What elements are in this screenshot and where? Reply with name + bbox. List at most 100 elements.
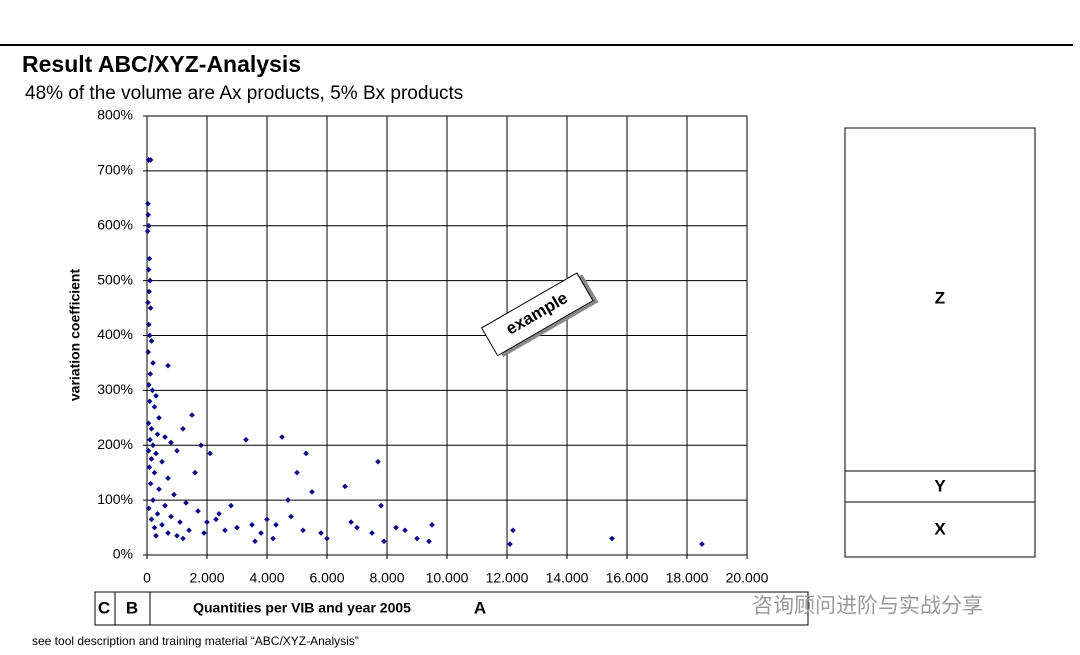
- point: [174, 532, 180, 539]
- point: [381, 538, 387, 545]
- point: [146, 288, 152, 295]
- point: [145, 420, 152, 427]
- point: [159, 521, 165, 528]
- point: [147, 277, 153, 284]
- point: [402, 527, 408, 534]
- x-tick-label: 16.000: [606, 570, 649, 586]
- point: [159, 458, 165, 465]
- point: [148, 456, 155, 462]
- point: [216, 511, 222, 517]
- point: [189, 412, 195, 418]
- x-tick-label: 2.000: [189, 570, 224, 586]
- x-tick-label: 4.000: [249, 570, 284, 586]
- point: [145, 266, 152, 273]
- point: [342, 483, 348, 490]
- point: [204, 519, 210, 525]
- point: [183, 500, 189, 506]
- watermark-bg: [915, 584, 1053, 640]
- point: [162, 502, 168, 509]
- point: [393, 524, 399, 531]
- point: [609, 535, 615, 542]
- point: [171, 491, 177, 498]
- point: [369, 530, 375, 536]
- point: [147, 371, 154, 377]
- point: [153, 393, 159, 399]
- point: [147, 436, 153, 443]
- y-tick-label: 700%: [97, 162, 133, 178]
- point: [145, 200, 151, 207]
- y-tick-label: 200%: [97, 436, 133, 452]
- point: [145, 321, 152, 328]
- point: [147, 305, 154, 311]
- point: [375, 458, 381, 465]
- point: [162, 434, 168, 440]
- point: [150, 360, 156, 366]
- y-tick-label: 500%: [97, 271, 133, 287]
- point: [154, 511, 161, 517]
- point: [150, 442, 156, 449]
- point: [348, 519, 354, 525]
- plot: 0% 100% 200% 300% 400% 500% 600% 700% 800% 0 2.000…: [97, 107, 768, 586]
- x-tick-label: 14.000: [546, 570, 589, 586]
- point: [153, 532, 159, 539]
- point: [303, 450, 309, 457]
- zone-label: Y: [934, 476, 946, 495]
- point: [180, 425, 186, 432]
- point: [156, 486, 162, 492]
- x-tick-label: 8.000: [369, 570, 404, 586]
- point: [270, 535, 276, 542]
- point: [150, 497, 156, 503]
- point: [148, 516, 155, 523]
- point: [294, 469, 300, 476]
- point: [146, 464, 153, 471]
- footnote: see tool description and training materi…: [32, 634, 359, 648]
- point: [165, 362, 171, 369]
- point: [192, 469, 198, 476]
- point: [228, 502, 234, 509]
- point: [285, 497, 291, 503]
- point: [213, 516, 219, 523]
- point: [153, 450, 159, 457]
- point: [510, 527, 516, 534]
- point: [699, 541, 705, 547]
- chart-title: Result ABC/XYZ-Analysis: [22, 51, 301, 77]
- zone-label: Z: [935, 288, 945, 307]
- point: [149, 387, 156, 394]
- point: [378, 502, 384, 509]
- y-tick-label: 800%: [97, 107, 133, 123]
- point: [243, 436, 249, 443]
- point: [222, 527, 228, 534]
- y-tick-label: 100%: [97, 491, 133, 507]
- x-axis-label: Quantities per VIB and year 2005: [193, 600, 411, 616]
- point: [249, 521, 255, 528]
- point: [234, 524, 240, 531]
- point: [180, 535, 186, 542]
- y-axis-label: variation coefficient: [67, 269, 83, 402]
- y-tick-label: 400%: [97, 326, 133, 342]
- point: [207, 450, 213, 457]
- point: [168, 513, 174, 520]
- point: [146, 398, 153, 405]
- point: [429, 521, 435, 528]
- point: [186, 527, 192, 534]
- x-tick-label: 6.000: [309, 570, 344, 586]
- point: [324, 535, 330, 542]
- point: [147, 480, 154, 487]
- point: [252, 538, 258, 545]
- abc-bar: [94, 591, 809, 626]
- point: [165, 475, 171, 482]
- point: [174, 447, 180, 454]
- point: [426, 538, 432, 545]
- point: [354, 524, 360, 531]
- point: [145, 299, 151, 306]
- point: [165, 530, 171, 536]
- point: [258, 530, 264, 536]
- x-tick-label: 20.000: [726, 570, 769, 586]
- point: [318, 530, 324, 536]
- abc-label: B: [126, 598, 138, 617]
- chart-subtitle: 48% of the volume are Ax products, 5% Bx…: [25, 83, 463, 104]
- point: [154, 431, 161, 438]
- zone-label: X: [934, 519, 946, 538]
- point: [144, 228, 151, 235]
